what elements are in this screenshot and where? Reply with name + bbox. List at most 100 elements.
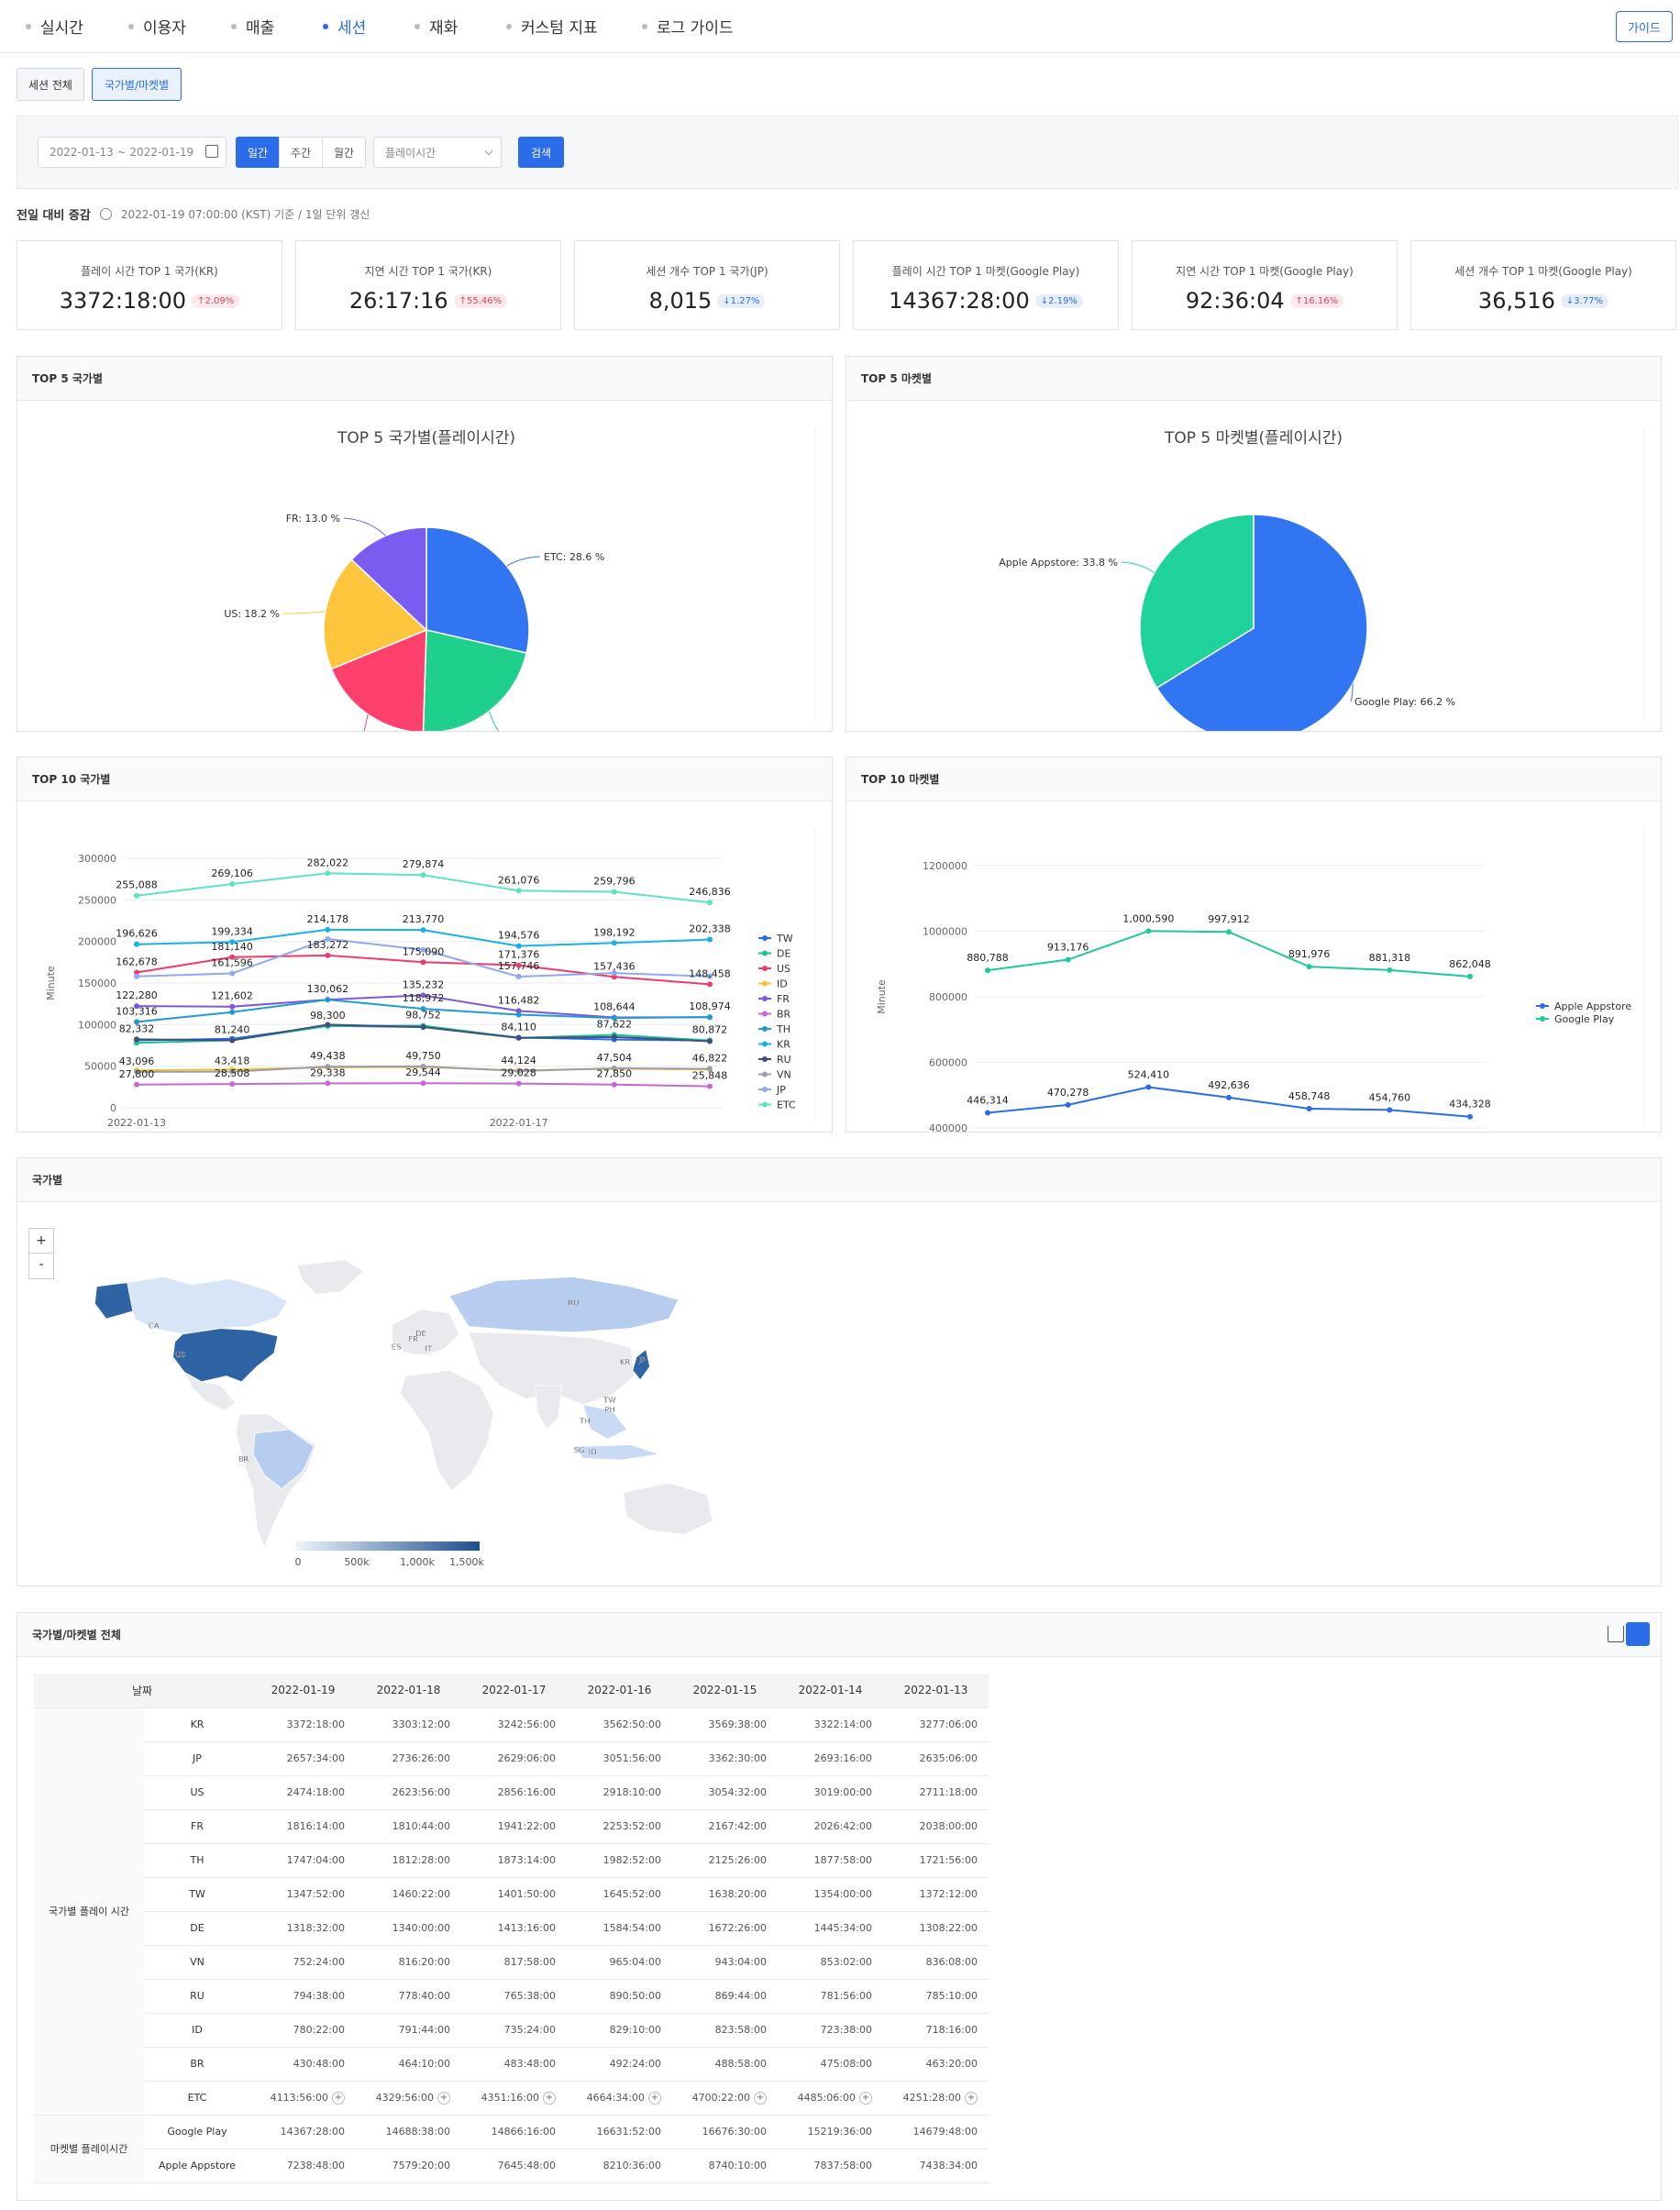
data-point[interactable] <box>134 941 139 947</box>
data-point[interactable] <box>229 1081 236 1088</box>
data-point[interactable] <box>420 1006 426 1012</box>
data-point[interactable] <box>1065 956 1071 963</box>
data-point[interactable] <box>1387 967 1393 973</box>
data-point[interactable] <box>515 1034 522 1041</box>
pie-slice[interactable] <box>1139 514 1254 690</box>
data-point[interactable] <box>420 872 426 878</box>
map-region-africa[interactable] <box>399 1369 494 1492</box>
map-region-asia[interactable] <box>468 1332 636 1406</box>
data-point[interactable] <box>325 1022 331 1028</box>
map-region-russia[interactable] <box>448 1276 680 1333</box>
data-point[interactable] <box>134 892 139 899</box>
nav-item-currency[interactable]: 재화 <box>414 15 458 38</box>
data-point[interactable] <box>1226 1094 1232 1100</box>
expand-icon[interactable]: + <box>965 2091 978 2105</box>
legend-label[interactable]: US <box>777 963 790 975</box>
nav-item-log-guide[interactable]: 로그 가이드 <box>642 15 734 38</box>
data-point[interactable] <box>134 1036 139 1043</box>
data-point[interactable] <box>1145 1084 1152 1090</box>
data-point[interactable] <box>1467 1113 1473 1120</box>
legend-label[interactable]: DE <box>777 948 790 960</box>
data-point[interactable] <box>611 889 617 895</box>
data-point[interactable] <box>1467 973 1473 979</box>
data-point[interactable] <box>515 962 522 968</box>
data-point[interactable] <box>134 973 139 979</box>
period-weekly[interactable]: 주간 <box>279 137 323 168</box>
data-point[interactable] <box>325 935 331 942</box>
data-point[interactable] <box>229 939 236 945</box>
legend-label[interactable]: JP <box>776 1084 786 1096</box>
data-point[interactable] <box>134 1003 139 1010</box>
legend-label[interactable]: TW <box>776 933 793 945</box>
map-region-se-asia[interactable] <box>582 1404 628 1440</box>
data-point[interactable] <box>134 1081 139 1088</box>
expand-icon[interactable]: + <box>543 2091 556 2105</box>
legend-label[interactable]: RU <box>777 1054 791 1066</box>
data-point[interactable] <box>1306 1105 1312 1111</box>
map-region-europe[interactable] <box>392 1309 460 1356</box>
expand-icon[interactable]: + <box>859 2091 872 2105</box>
data-point[interactable] <box>611 970 617 977</box>
search-button[interactable]: 검색 <box>518 137 564 168</box>
tab-country-market[interactable]: 국가별/마켓별 <box>92 68 182 101</box>
legend-label[interactable]: ID <box>777 978 788 990</box>
data-point[interactable] <box>707 1066 713 1072</box>
data-point[interactable] <box>515 888 522 894</box>
data-point[interactable] <box>515 1011 522 1018</box>
legend-label[interactable]: VN <box>777 1069 791 1081</box>
data-point[interactable] <box>325 997 331 1003</box>
map-region-canada[interactable] <box>125 1276 288 1335</box>
data-point[interactable] <box>134 1068 139 1075</box>
expand-icon[interactable]: + <box>437 2091 450 2105</box>
pie-slice[interactable] <box>323 558 428 670</box>
data-point[interactable] <box>611 940 617 946</box>
expand-icon[interactable]: + <box>332 2091 345 2105</box>
data-point[interactable] <box>985 967 990 974</box>
tab-session-all[interactable]: 세션 전체 <box>17 68 84 101</box>
pie-slice[interactable] <box>350 526 427 632</box>
map-region-greenland[interactable] <box>296 1259 365 1295</box>
nav-item-realtime[interactable]: 실시간 <box>26 15 83 38</box>
data-point[interactable] <box>707 981 713 988</box>
data-point[interactable] <box>420 959 426 966</box>
data-point[interactable] <box>707 1083 713 1089</box>
expand-icon[interactable]: + <box>648 2091 661 2105</box>
data-point[interactable] <box>420 927 426 934</box>
legend-label[interactable]: Apple Appstore <box>1554 1000 1631 1012</box>
data-point[interactable] <box>420 1024 426 1031</box>
data-point[interactable] <box>1306 964 1312 970</box>
legend-label[interactable]: FR <box>777 993 790 1005</box>
data-point[interactable] <box>420 1063 426 1069</box>
data-point[interactable] <box>325 952 331 958</box>
export-icon[interactable] <box>1626 1622 1650 1646</box>
data-point[interactable] <box>515 973 522 979</box>
date-range-picker[interactable]: 2022-01-13 ~ 2022-01-19 <box>38 137 227 168</box>
data-point[interactable] <box>325 870 331 877</box>
data-point[interactable] <box>229 881 236 888</box>
nav-item-revenue[interactable]: 매출 <box>231 15 274 38</box>
map-region-mexico[interactable] <box>183 1371 237 1411</box>
data-point[interactable] <box>1145 928 1152 934</box>
legend-label[interactable]: ETC <box>777 1099 796 1111</box>
data-point[interactable] <box>1065 1101 1071 1108</box>
legend-label[interactable]: Google Play <box>1554 1013 1615 1025</box>
pie-slice[interactable] <box>426 526 530 655</box>
data-point[interactable] <box>1387 1107 1393 1113</box>
map-region-usa[interactable] <box>172 1328 279 1383</box>
data-point[interactable] <box>229 1009 236 1015</box>
data-point[interactable] <box>325 1064 331 1070</box>
map-region-australia[interactable] <box>623 1482 713 1535</box>
nav-item-users[interactable]: 이용자 <box>128 15 186 38</box>
data-point[interactable] <box>420 946 426 953</box>
period-daily[interactable]: 일간 <box>236 137 280 168</box>
data-point[interactable] <box>707 973 713 979</box>
data-point[interactable] <box>229 970 236 977</box>
map-region-alaska[interactable] <box>94 1282 134 1320</box>
map-region-indonesia[interactable] <box>572 1444 660 1461</box>
data-point[interactable] <box>515 1067 522 1074</box>
data-point[interactable] <box>515 943 522 949</box>
data-point[interactable] <box>707 1038 713 1044</box>
data-point[interactable] <box>707 900 713 906</box>
nav-item-custom-metrics[interactable]: 커스텀 지표 <box>506 15 598 38</box>
